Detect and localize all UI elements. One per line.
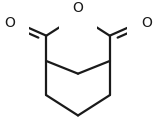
Text: O: O bbox=[4, 16, 15, 30]
Text: O: O bbox=[141, 16, 152, 30]
Text: O: O bbox=[73, 1, 83, 15]
